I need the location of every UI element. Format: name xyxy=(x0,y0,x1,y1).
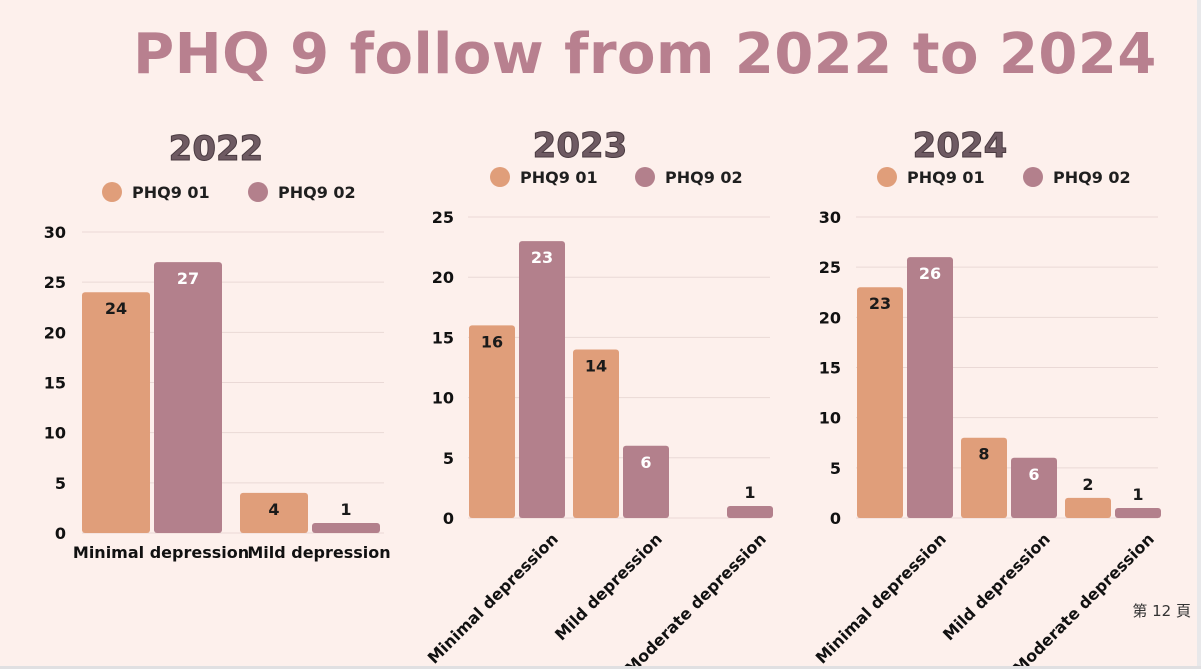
y-tick-label: 5 xyxy=(55,474,66,493)
page-number: 第 12 頁 xyxy=(1132,602,1191,620)
x-category-label: Minimal depression xyxy=(73,543,249,562)
data-label: 23 xyxy=(531,248,553,267)
legend-swatch xyxy=(1023,167,1043,187)
legend-label: PHQ9 01 xyxy=(907,168,985,187)
data-label: 1 xyxy=(1132,485,1143,504)
legend-label: PHQ9 02 xyxy=(665,168,743,187)
page-title: PHQ 9 follow from 2022 to 2024 xyxy=(133,22,1157,87)
legend-swatch xyxy=(102,182,122,202)
y-tick-label: 5 xyxy=(443,449,454,468)
legend-swatch xyxy=(490,167,510,187)
data-label: 6 xyxy=(640,453,651,472)
y-tick-label: 0 xyxy=(830,509,841,528)
legend-label: PHQ9 02 xyxy=(1053,168,1131,187)
bar xyxy=(857,287,903,518)
data-label: 24 xyxy=(105,299,127,318)
chart-title: 2024 xyxy=(913,126,1008,166)
y-tick-label: 10 xyxy=(432,389,454,408)
y-tick-label: 30 xyxy=(44,223,66,242)
bar xyxy=(519,241,565,518)
bar xyxy=(240,492,308,533)
bar xyxy=(907,257,953,518)
bar xyxy=(1115,507,1161,518)
bar xyxy=(82,292,150,533)
data-label: 1 xyxy=(340,500,351,519)
data-label: 16 xyxy=(481,332,503,351)
y-tick-label: 0 xyxy=(443,509,454,528)
bar xyxy=(623,445,669,518)
y-tick-label: 30 xyxy=(819,208,841,227)
y-tick-label: 25 xyxy=(819,258,841,277)
data-label: 26 xyxy=(919,264,941,283)
bar xyxy=(154,262,222,533)
y-tick-label: 20 xyxy=(819,308,841,327)
x-category-label: Minimal depression xyxy=(424,529,562,667)
y-tick-label: 15 xyxy=(44,374,66,393)
x-category-label: Mild depression xyxy=(551,529,666,644)
data-label: 27 xyxy=(177,269,199,288)
bar xyxy=(1011,457,1057,518)
chart-title: 2023 xyxy=(533,126,628,166)
y-tick-label: 25 xyxy=(432,208,454,227)
x-category-label: Mild depression xyxy=(939,529,1054,644)
legend-swatch xyxy=(248,182,268,202)
data-label: 4 xyxy=(268,500,279,519)
data-label: 23 xyxy=(869,294,891,313)
y-tick-label: 20 xyxy=(44,323,66,342)
x-category-label: Mild depression xyxy=(247,543,390,562)
bar xyxy=(312,522,380,533)
y-tick-label: 15 xyxy=(432,328,454,347)
y-tick-label: 20 xyxy=(432,268,454,287)
y-tick-label: 5 xyxy=(830,459,841,478)
legend-swatch xyxy=(877,167,897,187)
bar xyxy=(1065,497,1111,518)
y-tick-label: 10 xyxy=(44,424,66,443)
bar xyxy=(961,437,1007,518)
chart-2022: 2022 PHQ9 01 PHQ9 02 0 5 10 15 20 25 30 24 27 Minima… xyxy=(44,129,391,563)
legend-label: PHQ9 01 xyxy=(132,183,210,202)
x-category-label: Minimal depression xyxy=(812,529,950,667)
y-tick-label: 15 xyxy=(819,359,841,378)
window-edge xyxy=(1197,0,1201,669)
data-label: 8 xyxy=(978,445,989,464)
legend-label: PHQ9 02 xyxy=(278,183,356,202)
data-label: 6 xyxy=(1028,465,1039,484)
chart-title: 2022 xyxy=(169,129,264,169)
legend-swatch xyxy=(635,167,655,187)
data-label: 14 xyxy=(585,356,607,375)
y-tick-label: 0 xyxy=(55,524,66,543)
bar xyxy=(469,325,515,518)
data-label: 2 xyxy=(1082,475,1093,494)
y-tick-label: 10 xyxy=(819,409,841,428)
bar xyxy=(727,505,773,518)
window-bottom-edge xyxy=(0,666,1201,669)
legend-label: PHQ9 01 xyxy=(520,168,598,187)
data-label: 1 xyxy=(744,483,755,502)
bar xyxy=(573,349,619,518)
y-tick-label: 25 xyxy=(44,273,66,292)
